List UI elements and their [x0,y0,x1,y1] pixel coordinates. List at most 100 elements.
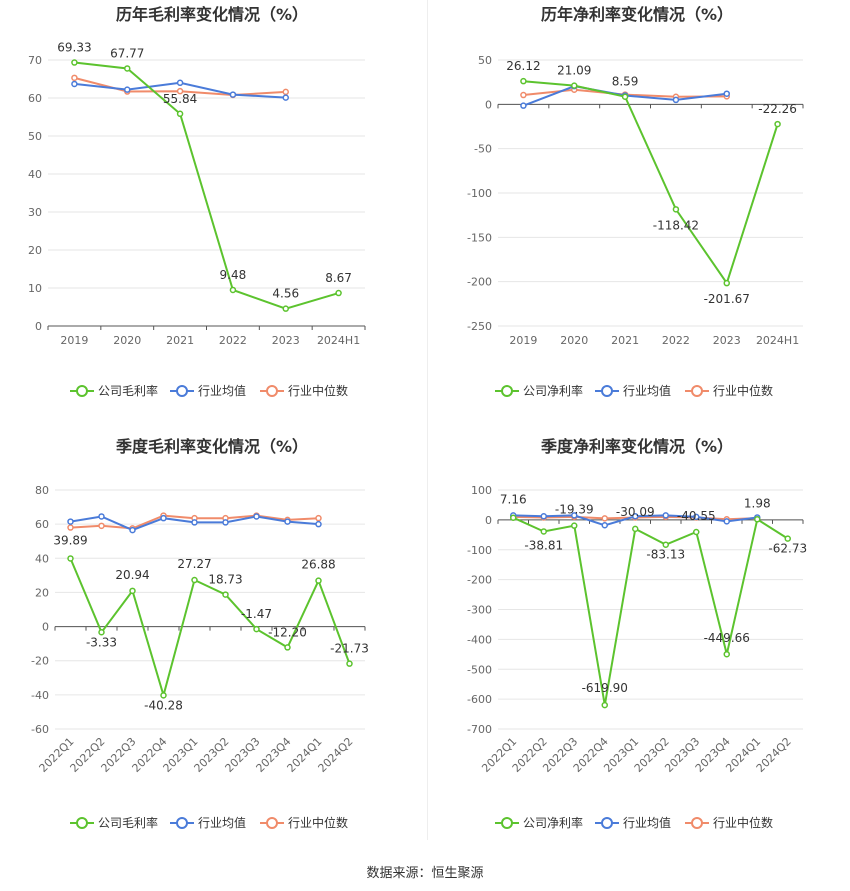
series-point-0 [346,660,353,667]
charts-canvas: 历年毛利率变化情况（%） 0 10 20 30 40 50 60 70 2019 2020 2021 2… [28,5,807,830]
data-label: -22.26 [758,102,797,116]
series-point-0 [754,516,761,523]
legend-marker [176,385,188,397]
y-tick-label: -150 [467,231,492,244]
series-point-0 [723,650,730,658]
y-tick-label: 70 [28,54,42,67]
series-point-0 [282,305,289,312]
series-point-2 [315,514,322,522]
series-point-2 [601,515,608,522]
y-tick-label: 30 [28,206,42,219]
y-tick-label: 20 [28,244,42,257]
data-label: -12.20 [268,625,307,639]
series-point-1 [601,522,608,529]
data-label: -201.67 [704,292,750,306]
legend-marker [266,385,278,397]
series-point-1 [253,513,260,520]
data-label: 26.88 [301,558,335,572]
data-label: 55.84 [163,92,197,106]
series-point-1 [98,513,105,520]
data-label: -40.55 [677,509,716,523]
series-point-1 [693,513,700,521]
y-tick-label: 20 [35,586,49,599]
x-tick-label: 2022 [662,334,690,347]
data-label: -30.09 [616,505,655,519]
y-tick-label: -100 [467,187,492,200]
series-point-0 [315,577,322,584]
legend-marker [266,817,278,829]
series-line-0 [523,80,779,286]
series-point-0 [176,110,184,118]
legend-marker [601,817,613,829]
legend-marker [601,385,613,397]
series-point-1 [191,519,198,526]
series-point-0 [510,514,517,521]
data-source-footer: 数据来源：恒生聚源 [366,866,484,881]
y-tick-label: 0 [42,621,49,634]
x-tick-label: 2023 [713,334,741,347]
y-tick-label: -40 [31,689,49,702]
series-point-1 [71,80,78,88]
data-label: -619.90 [582,681,628,695]
legend-label: 公司毛利率 [98,815,158,830]
legend-label: 行业中位数 [713,815,773,830]
data-label: 1.98 [744,496,771,510]
series-line-0 [69,558,351,699]
y-tick-label: 0 [485,98,492,111]
data-label: -40.28 [144,698,183,712]
x-tick-label: 2021 [166,334,194,347]
series-point-2 [176,87,184,95]
series-point-1 [160,514,167,522]
series-point-0 [284,644,291,651]
legend-label: 行业中位数 [713,383,773,398]
legend-label: 公司净利率 [523,383,583,398]
data-label: 4.56 [272,287,299,301]
x-tick-label: 2019 [509,334,537,347]
y-tick-label: -250 [467,320,492,333]
series-point-1 [632,513,639,520]
legend-marker [76,385,88,397]
series-point-0 [774,120,781,128]
data-label: 8.67 [325,271,352,285]
x-tick-label: 2023 [272,334,300,347]
data-label: -3.33 [86,635,117,649]
series-point-0 [672,206,680,213]
x-tick-label: 2021 [611,334,639,347]
y-tick-label: -100 [467,544,492,557]
series-point-2 [98,522,105,530]
series-point-1 [129,526,136,534]
series-point-0 [129,587,136,595]
y-tick-label: 40 [35,552,49,565]
series-point-0 [67,555,74,562]
y-tick-label: 40 [28,168,42,181]
chart-panel-4: 季度净利率变化情况（%） -700 -600 -500 -400 -300 -200 -100… [467,437,807,830]
y-tick-label: 80 [35,484,49,497]
series-line-0 [512,516,789,706]
series-line-0 [74,61,339,310]
series-point-1 [571,512,578,519]
series-point-1 [315,520,322,528]
series-point-0 [621,93,629,100]
series-point-1 [662,512,669,519]
y-tick-label: -20 [31,655,49,668]
data-label: 26.12 [506,59,540,73]
x-tick-label: 2022 [219,334,247,347]
data-label: 27.27 [177,557,211,571]
y-tick-label: -600 [467,693,492,706]
y-tick-label: -60 [31,723,49,736]
legend-label: 公司毛利率 [98,383,158,398]
series-point-0 [571,522,578,529]
series-point-0 [222,591,229,598]
y-tick-label: -300 [467,604,492,617]
data-label: -21.73 [330,642,369,656]
legend-marker [501,385,513,397]
panel-divider [427,0,428,840]
data-label: 21.09 [557,64,591,78]
series-point-0 [571,82,578,89]
chart-title: 历年净利率变化情况（%） [541,5,733,24]
series-point-0 [784,535,791,542]
chart-panel-3: 季度毛利率变化情况（%）-60-40-200204060802022Q12022… [31,437,369,830]
x-tick-label: 2024H1 [317,334,360,347]
series-point-1 [176,79,184,87]
series-point-1 [672,96,680,104]
